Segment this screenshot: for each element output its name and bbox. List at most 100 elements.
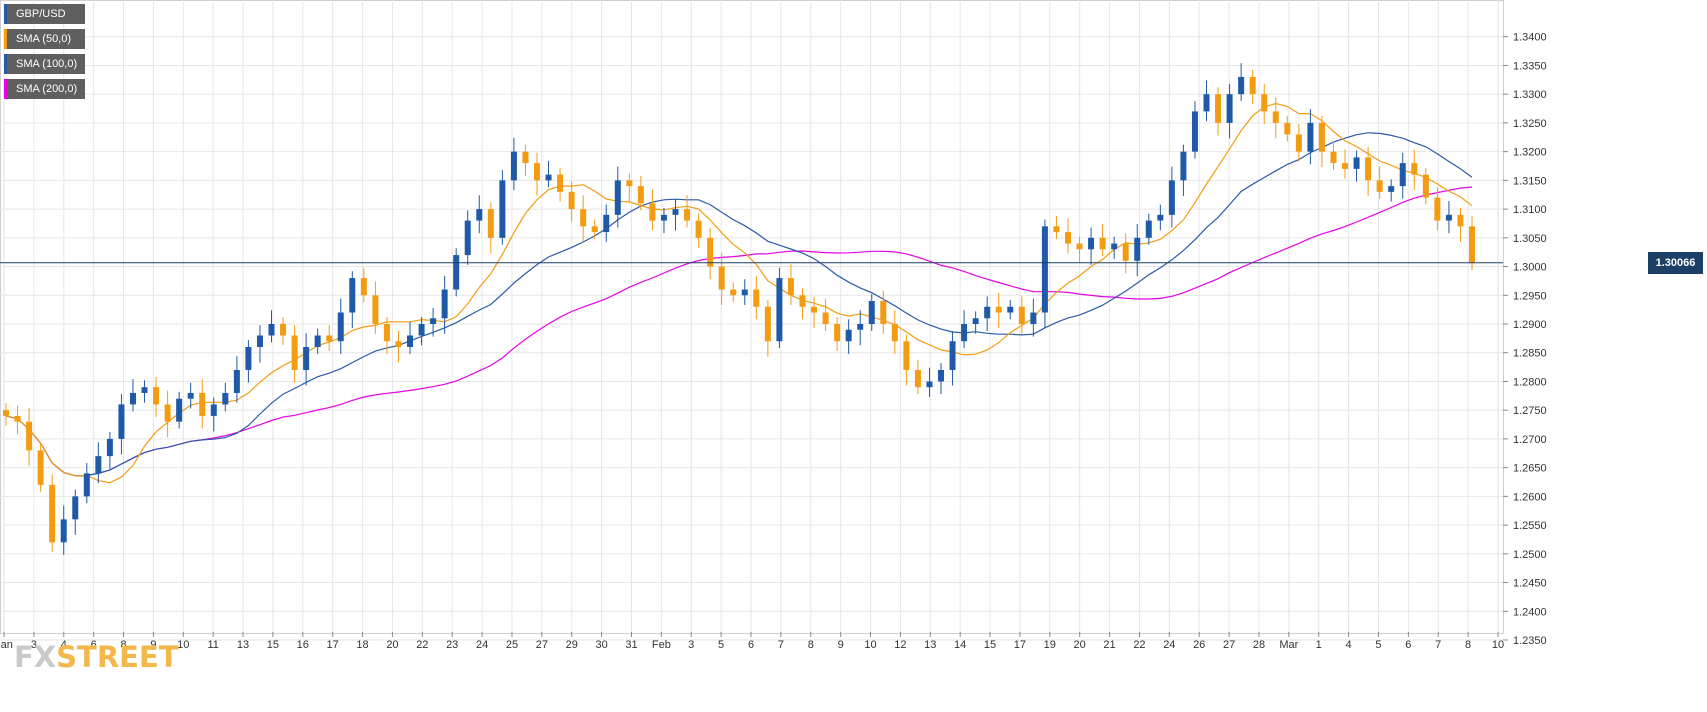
candle-body xyxy=(730,289,737,296)
candle-body xyxy=(222,392,229,405)
candle-body xyxy=(1238,76,1245,95)
legend-swatch xyxy=(4,54,7,74)
x-tick-label: Mar xyxy=(1279,639,1298,651)
legend-item-sma50[interactable]: SMA (50,0) xyxy=(4,29,86,49)
y-tick-label: 1.2350 xyxy=(1513,635,1547,647)
candle-body xyxy=(1353,157,1360,169)
candle-body xyxy=(1330,151,1337,164)
candle-body xyxy=(1099,237,1106,250)
candle-body xyxy=(834,324,841,342)
y-tick-label: 1.3200 xyxy=(1513,147,1547,159)
x-tick-label: 10 xyxy=(177,639,189,651)
x-tick-label: 6 xyxy=(91,639,97,651)
x-tick-label: 20 xyxy=(1074,639,1086,651)
x-tick-label: 12 xyxy=(894,639,906,651)
x-tick-label: 17 xyxy=(327,639,339,651)
y-tick-label: 1.3150 xyxy=(1513,175,1547,187)
candle-body xyxy=(37,450,44,485)
candle-body xyxy=(822,312,829,324)
candle-body xyxy=(1076,243,1083,250)
y-tick-label: 1.2450 xyxy=(1513,578,1547,590)
x-tick-label: 11 xyxy=(207,639,218,651)
sma-100-path xyxy=(5,132,1473,477)
candle-body xyxy=(1376,180,1383,192)
legend-item-sma200[interactable]: SMA (200,0) xyxy=(4,79,86,99)
candle-body xyxy=(649,203,656,221)
candle-body xyxy=(1365,157,1372,181)
candle-body xyxy=(1469,226,1475,264)
x-tick-label: 27 xyxy=(1223,639,1235,651)
candle-body xyxy=(707,237,714,267)
x-tick-label: 30 xyxy=(595,639,607,651)
x-tick-label: 17 xyxy=(1014,639,1026,651)
x-tick-label: 22 xyxy=(1133,639,1145,651)
y-tick-label: 1.3000 xyxy=(1513,262,1547,274)
x-tick-label: 18 xyxy=(356,639,368,651)
legend-item-sma100[interactable]: SMA (100,0) xyxy=(4,54,86,74)
candle-body xyxy=(407,335,414,347)
x-tick-label: 1 xyxy=(1316,639,1322,651)
candle-body xyxy=(672,209,679,215)
y-tick-label: 1.3300 xyxy=(1513,89,1547,101)
y-tick-label: 1.2900 xyxy=(1513,319,1547,331)
y-tick-label: 1.2750 xyxy=(1513,405,1547,417)
x-tick-label: 10 xyxy=(864,639,876,651)
x-tick-label: 5 xyxy=(718,639,724,651)
candle-body xyxy=(1226,94,1233,123)
candle-body xyxy=(1307,122,1314,152)
candle-body xyxy=(326,335,333,342)
x-tick-label: 19 xyxy=(1044,639,1056,651)
legend-item-pair[interactable]: GBP/USD xyxy=(4,4,86,24)
candle-body xyxy=(1145,220,1152,238)
legend: GBP/USD SMA (50,0) SMA (100,0) SMA (200,… xyxy=(4,4,86,104)
candle-body xyxy=(464,220,471,256)
x-tick-label: 31 xyxy=(625,639,637,651)
legend-label: GBP/USD xyxy=(16,8,66,20)
candle-body xyxy=(1064,232,1071,244)
x-tick-label: 16 xyxy=(297,639,309,651)
candle-body xyxy=(764,306,771,342)
candle-body xyxy=(568,191,575,210)
candle-body xyxy=(580,209,587,227)
candle-body xyxy=(256,335,263,347)
x-tick-label: 9 xyxy=(150,639,156,651)
candle-body xyxy=(72,496,79,520)
x-tick-label: 22 xyxy=(416,639,428,651)
candle-body xyxy=(1434,197,1441,221)
candle-body xyxy=(233,369,240,393)
candle-body xyxy=(360,278,367,296)
candle-body xyxy=(938,369,945,382)
x-tick-label: Feb xyxy=(652,639,671,651)
x-tick-label: 6 xyxy=(748,639,754,651)
candle-body xyxy=(337,312,344,342)
x-tick-label: 24 xyxy=(476,639,488,651)
x-tick-label: 3 xyxy=(31,639,37,651)
candle-body xyxy=(199,392,206,416)
y-tick-label: 1.2950 xyxy=(1513,290,1547,302)
x-tick-label: 10 xyxy=(1492,639,1504,651)
candle-body xyxy=(857,324,864,330)
sma-50-line xyxy=(5,102,1473,484)
candle-body xyxy=(487,209,494,238)
candle-body xyxy=(1041,226,1048,313)
candle-body xyxy=(1157,214,1164,221)
candle-body xyxy=(914,369,921,388)
candle-body xyxy=(141,387,148,393)
x-tick-label: 24 xyxy=(1163,639,1175,651)
sma-200-line xyxy=(5,186,1473,477)
candle-body xyxy=(1342,163,1349,169)
candle-body xyxy=(349,278,356,313)
candle-body xyxy=(984,306,991,319)
x-tick-label: 14 xyxy=(954,639,966,651)
candle-body xyxy=(430,318,437,324)
sma-100-line xyxy=(5,132,1473,477)
candle-body xyxy=(1203,94,1210,112)
candle-body xyxy=(1134,237,1141,261)
x-tick-label: Jan xyxy=(0,639,13,651)
candle-body xyxy=(14,415,21,422)
y-tick-label: 1.2550 xyxy=(1513,520,1547,532)
x-tick-label: 7 xyxy=(778,639,784,651)
candle-body xyxy=(1457,214,1464,227)
x-tick-label: 27 xyxy=(536,639,548,651)
